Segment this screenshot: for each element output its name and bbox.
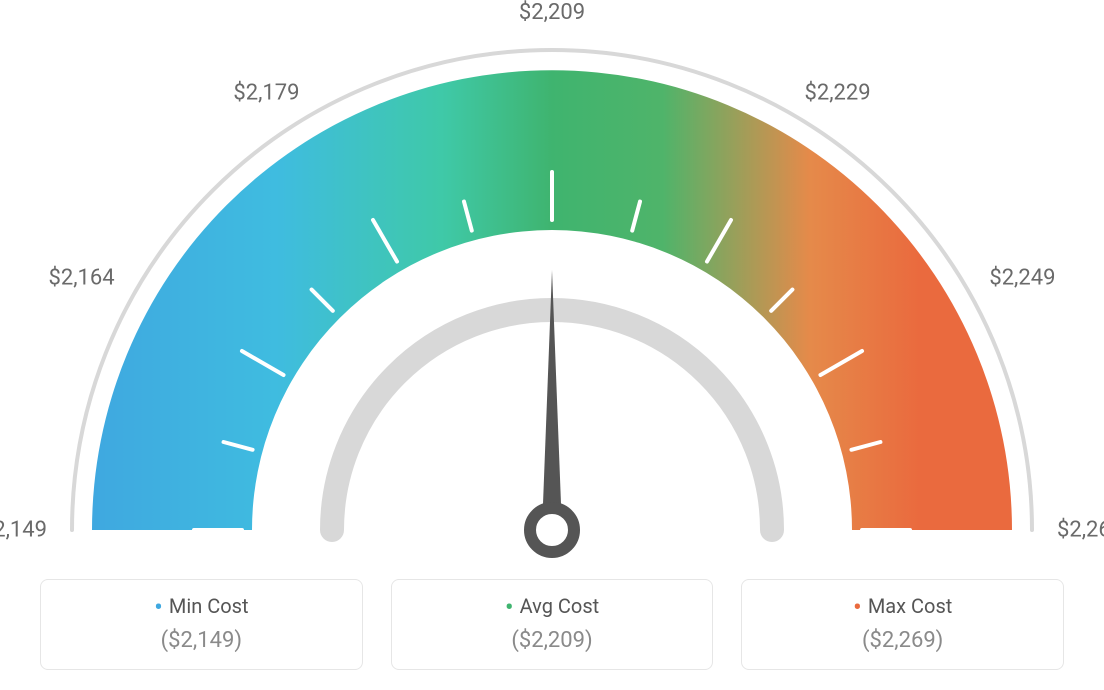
legend-value: ($2,149) xyxy=(51,628,352,653)
legend-value: ($2,269) xyxy=(752,628,1053,653)
legend-title-text: Max Cost xyxy=(868,594,953,618)
legend-title-text: Min Cost xyxy=(169,594,249,618)
legend-card-max: •Max Cost ($2,269) xyxy=(741,579,1064,670)
legend-title: •Min Cost xyxy=(51,594,352,618)
gauge-tick-label: $2,164 xyxy=(49,265,115,290)
gauge-tick-label: $2,149 xyxy=(0,518,47,543)
dot-icon: • xyxy=(853,593,862,623)
gauge-tick-label: $2,209 xyxy=(519,0,585,25)
gauge-chart: $2,149 $2,164 $2,179 $2,209 $2,229 $2,249 $2,2… xyxy=(0,0,1104,560)
gauge-tick-label: $2,269 xyxy=(1057,518,1104,543)
gauge-tick-label: $2,249 xyxy=(989,265,1055,290)
legend-value: ($2,209) xyxy=(402,628,703,653)
gauge-svg xyxy=(0,0,1104,560)
legend-title: •Avg Cost xyxy=(402,594,703,618)
legend-card-min: •Min Cost ($2,149) xyxy=(40,579,363,670)
legend-title: •Max Cost xyxy=(752,594,1053,618)
dot-icon: • xyxy=(505,593,514,623)
legend-title-text: Avg Cost xyxy=(520,594,600,618)
legend-row: •Min Cost ($2,149) •Avg Cost ($2,209) •M… xyxy=(40,579,1064,670)
gauge-tick-label: $2,229 xyxy=(805,80,871,105)
legend-card-avg: •Avg Cost ($2,209) xyxy=(391,579,714,670)
gauge-tick-label: $2,179 xyxy=(233,80,299,105)
dot-icon: • xyxy=(154,593,163,623)
